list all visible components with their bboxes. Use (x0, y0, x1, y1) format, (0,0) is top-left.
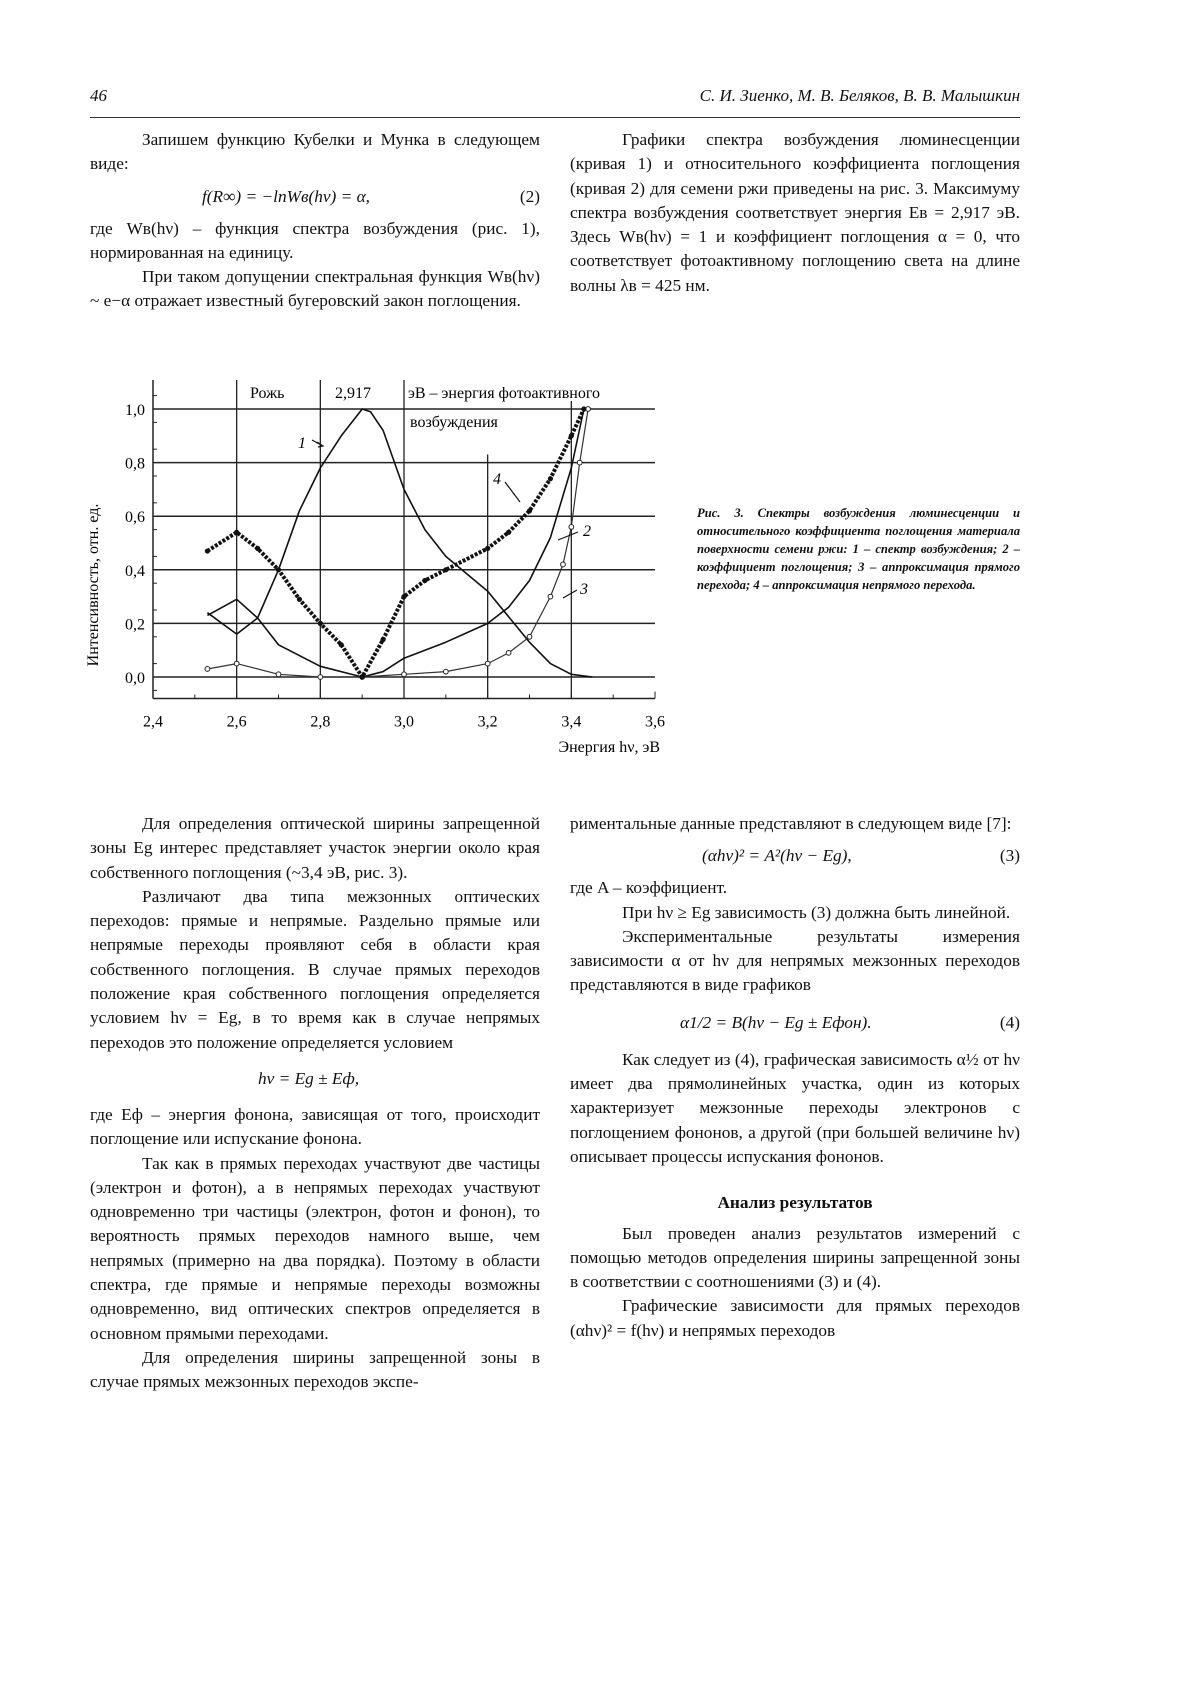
series-point-3 (205, 667, 210, 672)
series-point-4 (318, 621, 323, 626)
curve-pointer-4 (505, 482, 520, 502)
curve-pointer-1 (312, 440, 323, 447)
section-heading: Анализ результатов (570, 1191, 1020, 1215)
paragraph: Так как в прямых переходах участвуют две… (90, 1152, 540, 1346)
paragraph: Как следует из (4), графическая зависимо… (570, 1048, 1020, 1169)
equation-number: (4) (1000, 998, 1020, 1048)
series-point-4 (401, 594, 406, 599)
right-top-column: Графики спектра возбуждения люминесценци… (570, 128, 1020, 298)
x-tick-label: 2,6 (227, 713, 247, 730)
annotation-peak-energy: 2,917 (335, 385, 371, 402)
curve-label-1: 1 (298, 435, 306, 452)
series-point-4 (527, 508, 532, 513)
paragraph: Запишем функцию Кубелки и Мунка в следую… (90, 128, 540, 177)
paragraph: где Eф – энергия фонона, зависящая от то… (90, 1103, 540, 1152)
series-point-4 (485, 546, 490, 551)
curve-label-4: 4 (493, 471, 501, 488)
x-tick-label: 3,6 (645, 713, 665, 730)
y-tick-label: 0,2 (125, 616, 145, 633)
equation-number: (2) (520, 177, 540, 217)
paragraph: риментальные данные представляют в следу… (570, 812, 1020, 836)
y-tick-label: 1,0 (125, 402, 145, 419)
x-tick-label: 2,4 (143, 713, 163, 730)
series-point-4 (255, 546, 260, 551)
series-point-3 (318, 675, 323, 680)
series-point-3 (276, 672, 281, 677)
page-number: 46 (90, 86, 107, 106)
paragraph: Графики спектра возбуждения люминесценци… (570, 128, 1020, 298)
series-point-3 (577, 460, 582, 465)
y-tick-label: 0,4 (125, 563, 145, 580)
paragraph: При hν ≥ Eg зависимость (3) должна быть … (570, 901, 1020, 925)
left-top-column: Запишем функцию Кубелки и Мунка в следую… (90, 128, 540, 314)
equation-2: f(R∞) = −lnWв(hν) = α, (2) (90, 177, 540, 217)
series-point-4 (276, 567, 281, 572)
series-point-4 (548, 476, 553, 481)
curve-label-3: 3 (579, 581, 588, 598)
y-tick-label: 0,0 (125, 670, 145, 687)
y-tick-label: 0,6 (125, 509, 145, 526)
series-point-3 (506, 650, 511, 655)
annotation-energy-note-2: возбуждения (410, 414, 499, 431)
equation-4: α1/2 = B(hν − Eg ± Eфон). (4) (570, 998, 1020, 1048)
equation-3: (αhν)² = A²(hν − Eg), (3) (570, 836, 1020, 876)
equation-text: (αhν)² = A²(hν − Eg), (702, 836, 852, 876)
right-bottom-column: риментальные данные представляют в следу… (570, 812, 1020, 1343)
header-rule (90, 117, 1020, 118)
series-point-4 (234, 530, 239, 535)
series-point-4 (297, 597, 302, 602)
series-point-4 (581, 406, 586, 411)
series-point-3 (527, 634, 532, 639)
series-point-4 (205, 548, 210, 553)
series-point-4 (380, 637, 385, 642)
series-line-1 (207, 409, 592, 677)
equation-number: (3) (1000, 836, 1020, 876)
paragraph: Различают два типа межзонных оптических … (90, 885, 540, 1055)
x-tick-label: 3,0 (394, 713, 414, 730)
paragraph: Для определения оптической ширины запрещ… (90, 812, 540, 885)
series-point-4 (339, 642, 344, 647)
running-header-authors: С. И. Зиенко, М. В. Беляков, В. В. Малыш… (700, 86, 1020, 106)
series-point-3 (443, 669, 448, 674)
series-point-3 (561, 562, 566, 567)
x-tick-label: 2,8 (310, 713, 330, 730)
series-point-3 (569, 525, 574, 530)
x-tick-label: 3,4 (561, 713, 581, 730)
curve-pointer-2 (558, 532, 578, 540)
equation-text: f(R∞) = −lnWв(hν) = α, (202, 177, 370, 217)
annotation-sample: Рожь (250, 385, 284, 402)
series-point-3 (485, 661, 490, 666)
series-point-4 (569, 433, 574, 438)
curve-pointer-3 (563, 590, 577, 598)
figure-3-chart: 0,00,20,40,60,81,02,42,62,83,03,23,43,6 … (80, 370, 680, 780)
annotation-energy-note-1: эВ – энергия фотоактивного (408, 385, 600, 402)
paragraph: При таком допущении спектральная функция… (90, 265, 540, 314)
curve-label-2: 2 (583, 523, 591, 540)
series-point-4 (360, 674, 365, 679)
series-point-3 (234, 661, 239, 666)
x-tick-label: 3,2 (478, 713, 498, 730)
paragraph: Графические зависимости для прямых перех… (570, 1294, 1020, 1343)
series-point-3 (402, 672, 407, 677)
equation-text: hν = Eg ± Eф, (258, 1055, 359, 1103)
y-axis-label: Интенсивность, отн. ед. (85, 504, 102, 667)
series-point-4 (506, 530, 511, 535)
chart-series (205, 406, 593, 679)
paragraph: где A – коэффициент. (570, 876, 1020, 900)
series-point-4 (443, 567, 448, 572)
series-point-4 (422, 578, 427, 583)
x-axis-label: Энергия hν, эВ (559, 739, 660, 756)
paragraph: Экспериментальные результаты измерения з… (570, 925, 1020, 998)
paragraph: Для определения ширины запрещенной зоны … (90, 1346, 540, 1395)
y-tick-label: 0,8 (125, 456, 145, 473)
paragraph: где Wв(hν) – функция спектра возбуждения… (90, 217, 540, 266)
equation-phonon: hν = Eg ± Eф, (90, 1055, 540, 1103)
left-bottom-column: Для определения оптической ширины запрещ… (90, 812, 540, 1395)
figure-caption: Рис. 3. Спектры возбуждения люминесценци… (697, 504, 1020, 594)
equation-text: α1/2 = B(hν − Eg ± Eфон). (680, 998, 872, 1048)
series-point-3 (548, 594, 553, 599)
paragraph: Был проведен анализ результатов измерени… (570, 1222, 1020, 1295)
